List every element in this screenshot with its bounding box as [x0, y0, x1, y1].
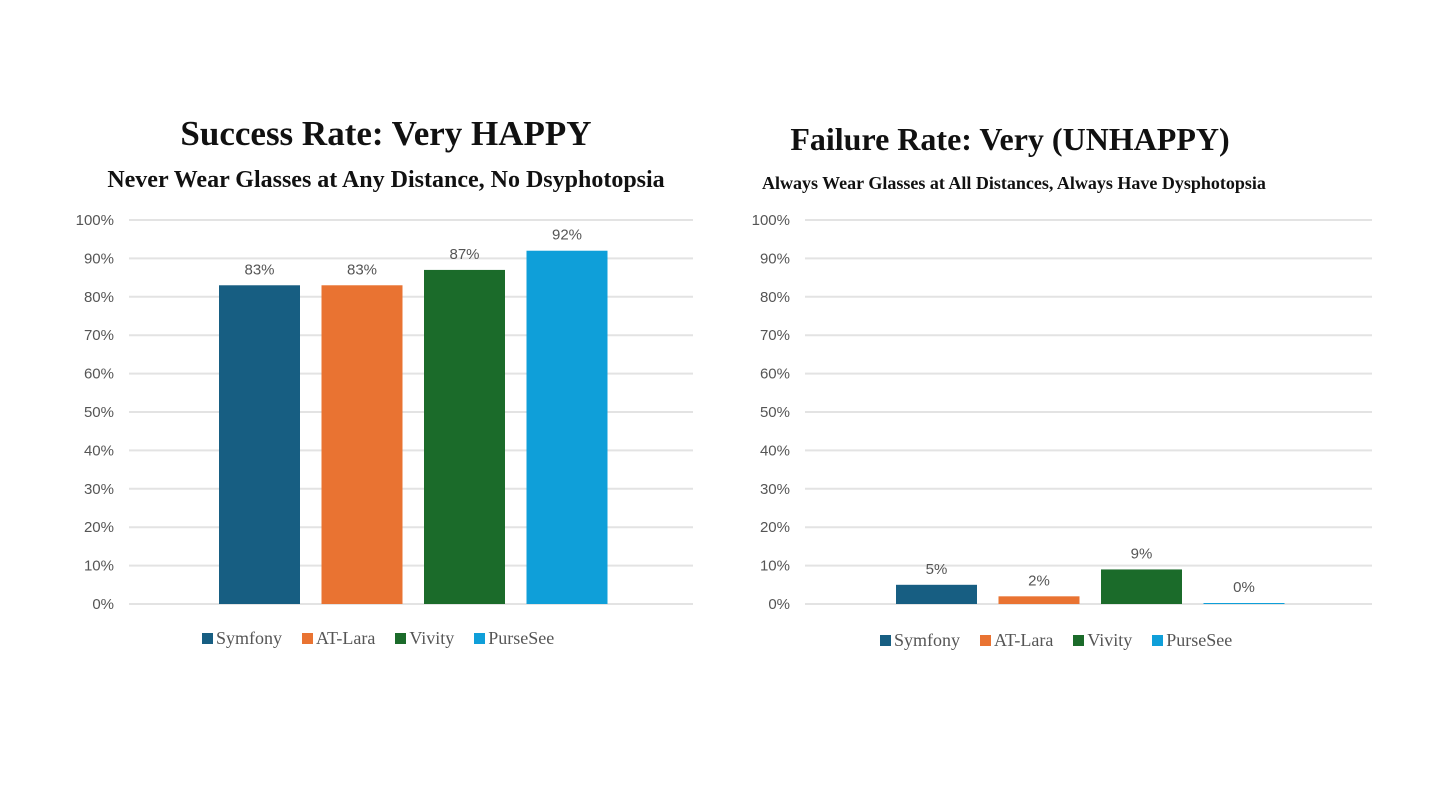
left-data-label: 83% [244, 261, 274, 278]
left-bar-symfony [219, 285, 300, 604]
right-legend-item: Symfony [880, 630, 960, 651]
left-legend-swatch [395, 633, 407, 644]
right-chart-legend: Symfony AT-Lara Vivity PurseSee [880, 630, 1232, 651]
left-y-tick-label: 80% [84, 289, 114, 306]
left-y-tick-label: 40% [84, 442, 114, 459]
right-legend-label: AT-Lara [994, 630, 1054, 650]
left-legend-label: AT-Lara [316, 628, 376, 648]
left-legend-swatch [302, 633, 314, 644]
left-chart-legend: Symfony AT-Lara Vivity PurseSee [202, 628, 554, 649]
right-y-tick-label: 40% [760, 442, 790, 459]
right-y-tick-label: 60% [760, 366, 790, 383]
right-y-tick-label: 30% [760, 481, 790, 498]
right-bar-at-lara [998, 596, 1080, 604]
left-bar-pursesee [526, 250, 608, 604]
right-data-label: 0% [1233, 579, 1255, 596]
right-legend-label: Vivity [1087, 630, 1133, 650]
right-data-label: 2% [1028, 572, 1050, 589]
left-y-tick-label: 50% [84, 404, 114, 421]
left-chart-subtitle: Never Wear Glasses at Any Distance, No D… [107, 167, 665, 193]
left-data-label: 83% [347, 261, 377, 278]
right-y-tick-label: 50% [760, 404, 790, 421]
right-legend-swatch [980, 635, 992, 646]
right-legend-label: Symfony [894, 630, 961, 650]
right-legend-swatch [1152, 635, 1164, 646]
left-y-tick-label: 90% [84, 250, 114, 267]
right-bar-pursesee [1203, 603, 1285, 604]
right-y-tick-label: 80% [760, 289, 790, 306]
left-legend-item: PurseSee [474, 628, 554, 649]
right-legend-swatch [1073, 635, 1085, 646]
right-bar-vivity [1101, 569, 1182, 604]
left-legend-label: Symfony [216, 628, 283, 648]
right-y-tick-label: 0% [768, 596, 790, 613]
left-y-tick-label: 100% [76, 212, 114, 229]
left-y-tick-label: 10% [84, 558, 114, 575]
right-chart-title: Failure Rate: Very (UNHAPPY) [790, 121, 1230, 157]
left-y-tick-label: 70% [84, 327, 114, 344]
right-data-label: 5% [926, 561, 948, 578]
right-legend-item: PurseSee [1152, 630, 1232, 651]
left-bar-at-lara [321, 285, 403, 604]
right-data-label: 9% [1131, 545, 1153, 562]
right-y-tick-label: 20% [760, 519, 790, 536]
left-legend-item: Symfony [202, 628, 282, 649]
left-legend-label: Vivity [409, 628, 455, 648]
right-legend-item: Vivity [1073, 630, 1132, 651]
right-legend-swatch [880, 635, 891, 646]
right-chart-subtitle: Always Wear Glasses at All Distances, Al… [762, 173, 1266, 193]
left-data-label: 87% [449, 246, 479, 263]
left-legend-item: AT-Lara [302, 628, 375, 649]
left-y-tick-label: 20% [84, 519, 114, 536]
left-bar-vivity [424, 269, 505, 604]
left-legend-label: PurseSee [488, 628, 555, 648]
right-bar-symfony [896, 584, 977, 604]
right-legend-label: PurseSee [1166, 630, 1233, 650]
left-legend-item: Vivity [395, 628, 454, 649]
left-y-tick-label: 30% [84, 481, 114, 498]
right-y-tick-label: 90% [760, 250, 790, 267]
left-legend-swatch [474, 633, 486, 644]
left-chart-title: Success Rate: Very HAPPY [180, 114, 592, 153]
left-data-label: 92% [552, 227, 582, 244]
right-y-tick-label: 100% [752, 212, 790, 229]
left-legend-swatch [202, 633, 213, 644]
right-y-tick-label: 10% [760, 558, 790, 575]
left-y-tick-label: 0% [92, 596, 114, 613]
right-legend-item: AT-Lara [980, 630, 1053, 651]
right-y-tick-label: 70% [760, 327, 790, 344]
left-y-tick-label: 60% [84, 366, 114, 383]
